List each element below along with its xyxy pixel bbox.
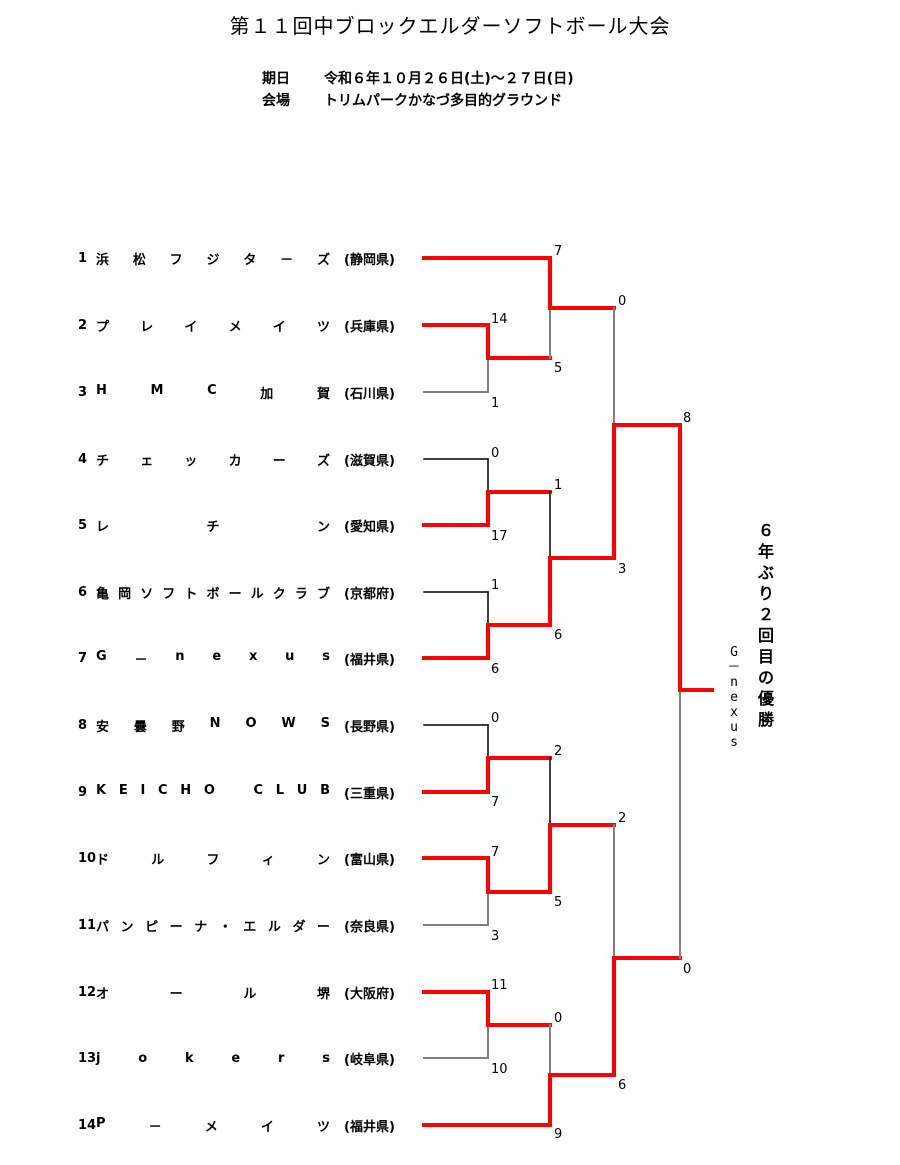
team-row: 6 亀岡ソフトボールクラブ (京都府) [78, 582, 424, 602]
team-prefecture: (大阪府) [344, 986, 395, 1002]
score: 7 [554, 244, 563, 259]
score: 17 [491, 529, 508, 544]
score: 2 [554, 744, 563, 759]
team-row: 10 ドルフィン (富山県) [78, 848, 424, 868]
team-number: 5 [78, 517, 88, 533]
score: 8 [683, 411, 692, 426]
team-name: ドルフィン [96, 852, 330, 868]
team-row: 11 パンピーナ・エルダー (奈良県) [78, 915, 424, 935]
team-prefecture: (岐阜県) [344, 1052, 395, 1068]
team-prefecture: (静岡県) [344, 252, 395, 268]
champion-name: G － n e x u s [727, 645, 741, 750]
score: 0 [683, 962, 692, 977]
team-prefecture: (福井県) [344, 652, 395, 668]
team-prefecture: (京都府) [344, 586, 395, 602]
team-row: 2 プレイメイツ (兵庫県) [78, 315, 424, 335]
score: 14 [491, 312, 508, 327]
team-prefecture: (愛知県) [344, 519, 395, 535]
team-row: 7 G － n e x u s (福井県) [78, 648, 424, 668]
page-title: 第１１回中ブロックエルダーソフトボール大会 [229, 14, 671, 38]
score: 0 [491, 446, 500, 461]
score: 1 [554, 478, 563, 493]
score: 1 [491, 578, 500, 593]
venue-label: 会場 [262, 93, 290, 109]
team-name: プレイメイツ [96, 319, 330, 335]
team-number: 13 [78, 1050, 97, 1066]
team-prefecture: (長野県) [344, 719, 395, 735]
score: 3 [491, 929, 500, 944]
score: 6 [554, 628, 563, 643]
team-number: 12 [78, 984, 97, 1000]
team-row: 13 j o k e r s (岐阜県) [78, 1048, 424, 1068]
date-label: 期日 [262, 71, 290, 87]
team-prefecture: (滋賀県) [344, 453, 395, 469]
score: 10 [491, 1062, 508, 1077]
team-name: レ チ ン [96, 519, 330, 535]
team-row: 14 P －メイツ (福井県) [78, 1115, 424, 1135]
team-name: 亀岡ソフトボールクラブ [96, 586, 330, 602]
venue-value: トリムパークかなづ多目的グラウンド [324, 93, 562, 109]
team-number: 9 [78, 784, 88, 800]
score: 7 [491, 795, 500, 810]
score: 0 [491, 711, 500, 726]
score: 0 [618, 294, 627, 309]
team-prefecture: (兵庫県) [344, 319, 395, 335]
team-number: 1 [78, 250, 88, 266]
team-row: 4 チェッカーズ (滋賀県) [78, 449, 424, 469]
date-line: 期日 令和６年１０月２６日(土)～２７日(日) [262, 68, 574, 88]
score: 5 [554, 895, 563, 910]
team-row: 1 浜松フジタ－ズ (静岡県) [78, 248, 424, 268]
score: 0 [554, 1011, 563, 1026]
team-name: 浜松フジタ－ズ [96, 252, 330, 268]
score: 11 [491, 978, 508, 993]
team-name: オール堺 [96, 986, 330, 1002]
team-number: 8 [78, 717, 88, 733]
team-row: 5 レ チ ン (愛知県) [78, 515, 424, 535]
team-number: 7 [78, 650, 88, 666]
team-row: 3 H M C 加賀 (石川県) [78, 382, 424, 402]
score: 7 [491, 845, 500, 860]
score: 3 [618, 562, 627, 577]
score: 5 [554, 361, 563, 376]
team-number: 11 [78, 917, 97, 933]
score: 6 [618, 1078, 627, 1093]
team-number: 6 [78, 584, 88, 600]
team-name: パンピーナ・エルダー [96, 919, 330, 935]
team-name: G － n e x u s [96, 648, 330, 668]
venue-line: 会場 トリムパークかなづ多目的グラウンド [262, 90, 562, 110]
team-number: 14 [78, 1117, 97, 1133]
team-number: 3 [78, 384, 88, 400]
team-name: チェッカーズ [96, 453, 330, 469]
team-row: 8 安曇野 N O W S (長野県) [78, 715, 424, 735]
team-row: 12 オール堺 (大阪府) [78, 982, 424, 1002]
team-number: 10 [78, 850, 97, 866]
team-prefecture: (奈良県) [344, 919, 395, 935]
team-number: 2 [78, 317, 88, 333]
date-value: 令和６年１０月２６日(土)～２７日(日) [324, 71, 574, 87]
score: 2 [618, 811, 627, 826]
score: 9 [554, 1127, 563, 1142]
team-prefecture: (富山県) [344, 852, 395, 868]
team-number: 4 [78, 451, 88, 467]
score: 1 [491, 396, 500, 411]
team-prefecture: (石川県) [344, 386, 395, 402]
score: 6 [491, 662, 500, 677]
team-prefecture: (福井県) [344, 1119, 395, 1135]
team-prefecture: (三重県) [344, 786, 395, 802]
team-name: P －メイツ [96, 1115, 330, 1135]
